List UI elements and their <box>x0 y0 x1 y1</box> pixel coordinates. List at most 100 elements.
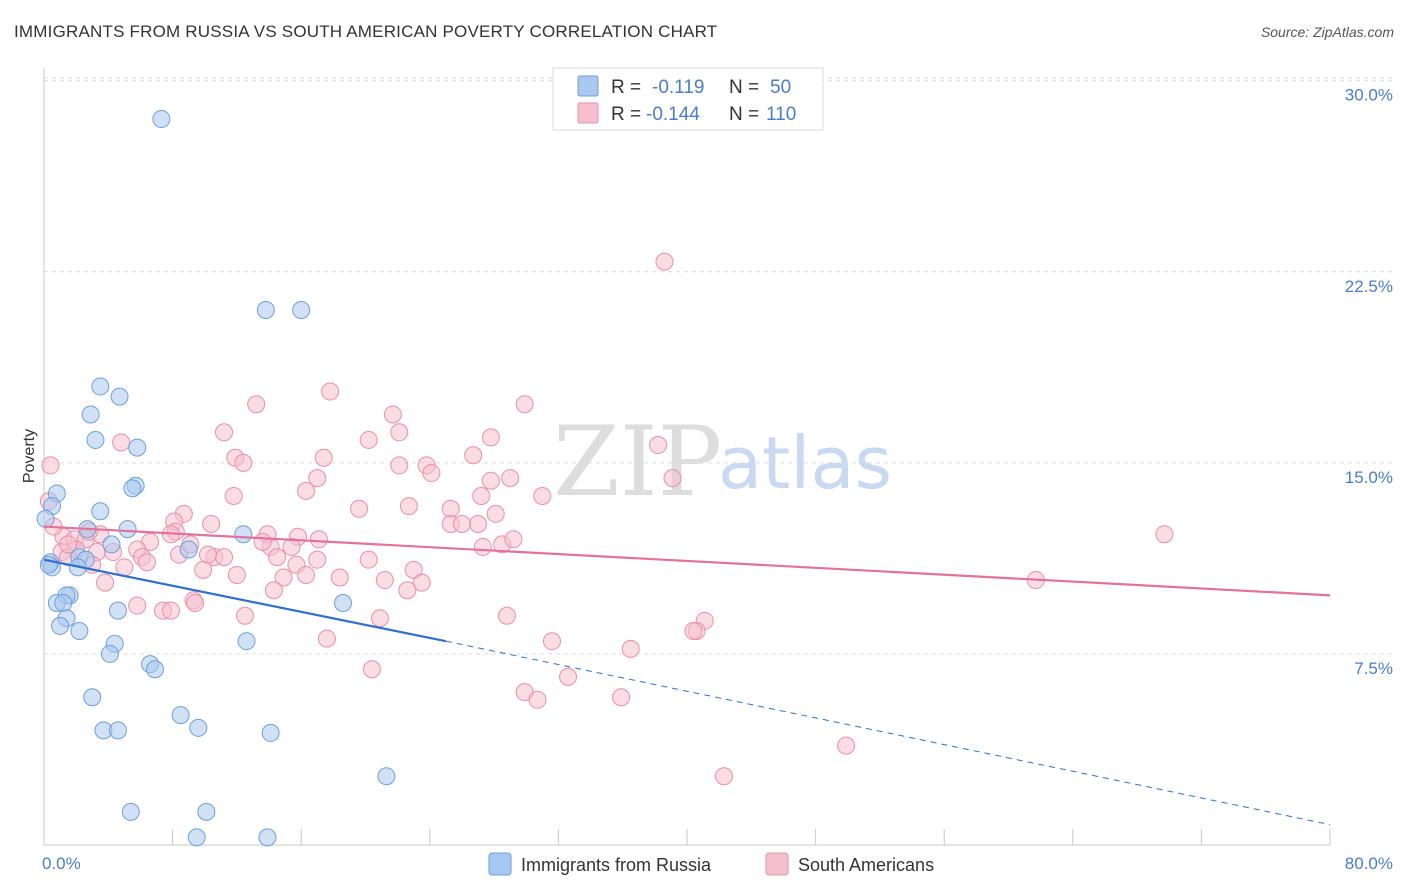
bottom-legend-label-south-americans[interactable]: South Americans <box>798 855 934 875</box>
scatter-point <box>128 596 147 615</box>
scatter-point <box>112 433 131 452</box>
scatter-point <box>194 560 213 579</box>
scatter-point <box>102 535 121 554</box>
scatter-point <box>187 828 206 847</box>
x-tick-label-min: 0.0% <box>42 854 81 873</box>
legend-r-label-2: R = <box>611 104 641 125</box>
scatter-point <box>559 667 578 686</box>
scatter-point <box>70 622 89 641</box>
scatter-point <box>375 571 394 590</box>
bottom-legend-swatch-blue[interactable] <box>488 852 512 876</box>
scatter-point <box>100 644 119 663</box>
scatter-point <box>253 532 272 551</box>
scatter-point <box>234 525 253 544</box>
scatter-point <box>399 497 418 516</box>
scatter-point <box>256 301 275 320</box>
source-label: Source: ZipAtlas.com <box>1260 24 1394 40</box>
scatter-point <box>86 430 105 449</box>
scatter-point <box>472 486 491 505</box>
scatter-point <box>202 515 221 534</box>
scatter-point <box>441 499 460 518</box>
legend-n-value-2: 110 <box>766 104 796 125</box>
trend-line-south-americans <box>43 525 1331 597</box>
scatter-point <box>655 252 674 271</box>
legend-n-value-1: 50 <box>770 77 791 98</box>
scatter-point <box>297 481 316 500</box>
scatter-point <box>621 639 640 658</box>
scatter-point <box>197 802 216 821</box>
scatter-point <box>282 537 301 556</box>
scatter-point <box>486 504 505 523</box>
bottom-legend-swatch-pink[interactable] <box>765 852 789 876</box>
scatter-point <box>359 550 378 569</box>
scatter-point <box>308 469 327 488</box>
scatter-point <box>309 530 328 549</box>
scatter-point <box>359 430 378 449</box>
trend-line-russia-extrapolated <box>445 640 1331 826</box>
legend-swatch-pink <box>577 102 599 124</box>
legend-n-label-2: N = <box>729 104 759 125</box>
scatter-point <box>837 736 856 755</box>
scatter-point <box>321 382 340 401</box>
scatter-point <box>390 423 409 442</box>
scatter-point <box>189 718 208 737</box>
scatter-point <box>504 530 523 549</box>
scatter-point <box>317 629 336 648</box>
scatter-point <box>452 515 471 534</box>
scatter-point <box>528 690 547 709</box>
scatter-point <box>258 828 277 847</box>
scatter-point <box>96 573 115 592</box>
scatter-point <box>292 301 311 320</box>
scatter-point <box>501 469 520 488</box>
scatter-point <box>59 535 78 554</box>
legend-r-value-2: -0.144 <box>646 104 700 125</box>
scatter-point <box>215 423 234 442</box>
scatter-point <box>497 606 516 625</box>
scatter-point <box>235 606 254 625</box>
y-tick-label: 30.0% <box>1345 86 1393 105</box>
scatter-point <box>398 581 417 600</box>
scatter-point <box>330 568 349 587</box>
scatter-point <box>370 609 389 628</box>
scatter-point <box>234 453 253 472</box>
series-legend[interactable]: Immigrants from Russia South Americans <box>488 852 934 876</box>
series-immigrants-from-russia <box>36 109 396 847</box>
x-ticks <box>172 829 1331 845</box>
scatter-point <box>128 438 147 457</box>
scatter-point <box>481 471 500 490</box>
scatter-point <box>314 448 333 467</box>
y-tick-label: 7.5% <box>1354 659 1393 678</box>
scatter-point <box>308 550 327 569</box>
scatter-point <box>171 706 190 725</box>
scatter-point <box>123 479 142 498</box>
scatter-point <box>297 565 316 584</box>
legend-n-label-1: N = <box>729 77 759 98</box>
scatter-point <box>362 660 381 679</box>
scatter-point <box>51 616 70 635</box>
scatter-point <box>268 548 287 567</box>
bottom-legend-label-russia[interactable]: Immigrants from Russia <box>521 855 712 875</box>
scatter-point <box>224 486 243 505</box>
gridlines <box>44 77 1393 655</box>
scatter-point <box>612 688 631 707</box>
scatter-point <box>383 405 402 424</box>
scatter-point <box>83 688 102 707</box>
trend-line-russia <box>43 558 447 643</box>
scatter-point <box>152 109 171 128</box>
scatter-point <box>115 558 134 577</box>
scatter-point <box>404 560 423 579</box>
scatter-point <box>186 593 205 612</box>
scatter-point <box>39 555 58 574</box>
scatter-point <box>264 581 283 600</box>
scatter-point <box>390 456 409 475</box>
scatter-point <box>36 509 55 528</box>
trend-lines <box>43 525 1331 826</box>
scatter-point <box>91 377 110 396</box>
scatter-point <box>237 632 256 651</box>
scatter-point <box>412 573 431 592</box>
scatter-point <box>198 545 217 564</box>
legend-r-label-1: R = <box>611 77 641 98</box>
scatter-point <box>350 499 369 518</box>
watermark-zip: ZIP <box>553 406 722 518</box>
scatter-point <box>422 464 441 483</box>
